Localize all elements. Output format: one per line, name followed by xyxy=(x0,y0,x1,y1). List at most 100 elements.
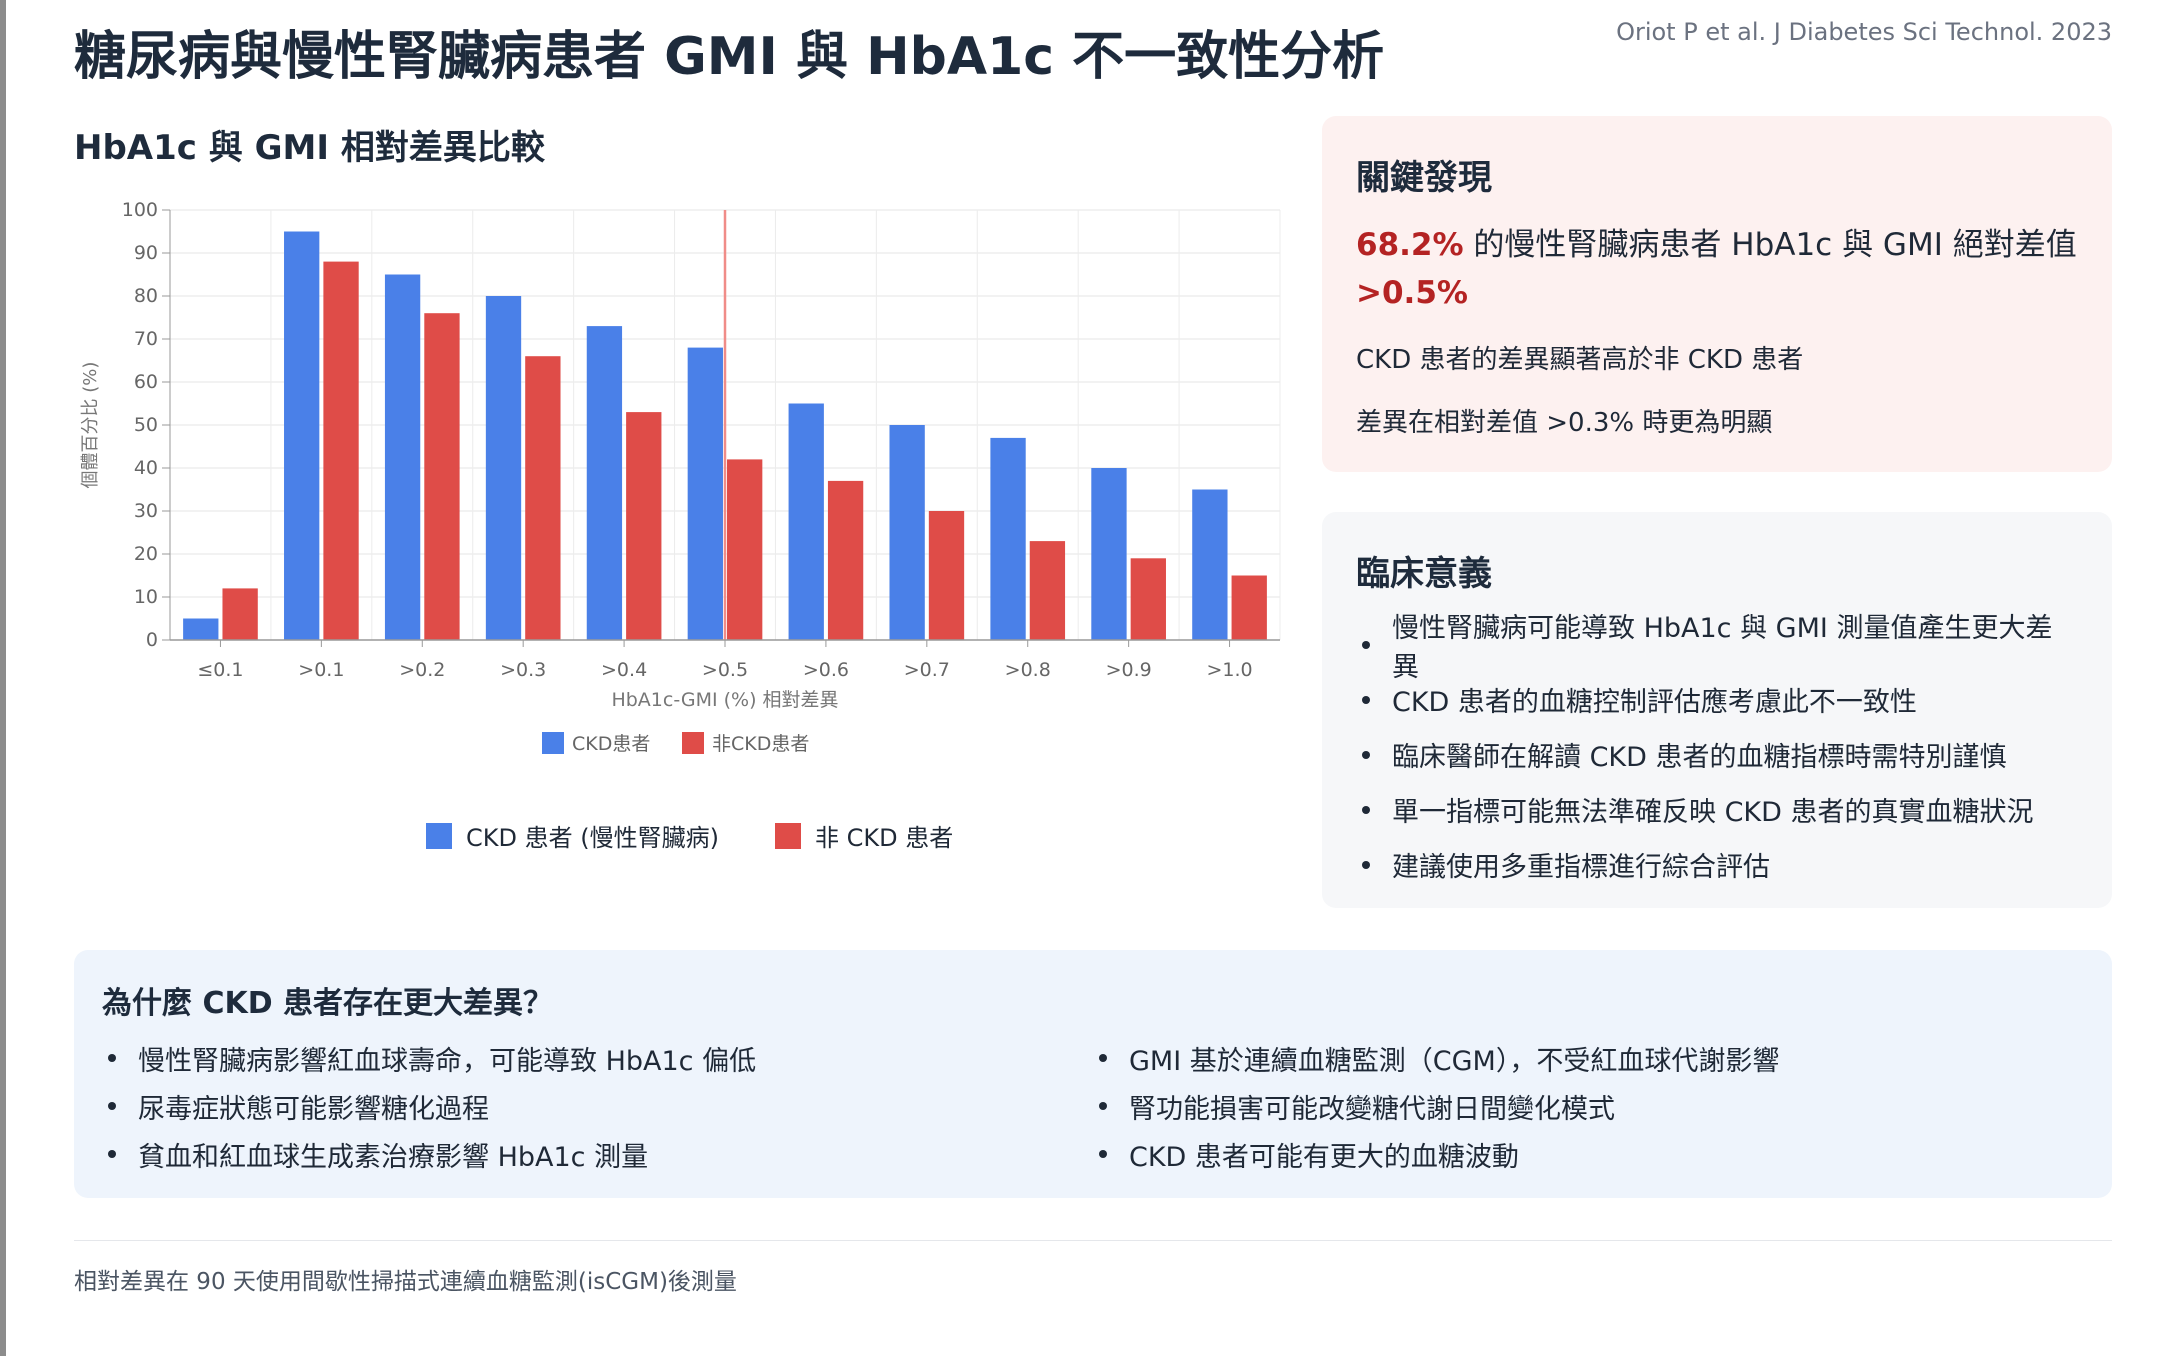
finding-line-2: 差異在相對差值 >0.3% 時更為明顯 xyxy=(1356,408,1773,438)
footer-note: 相對差異在 90 天使用間歇性掃描式連續血糖監測(isCGM)後測量 xyxy=(74,1269,737,1295)
key-findings-title: 關鍵發現 xyxy=(1356,158,1492,198)
highlight-text: 的慢性腎臟病患者 HbA1c 與 GMI 絕對差值 xyxy=(1463,227,2077,263)
page-title: 糖尿病與慢性腎臟病患者 GMI 與 HbA1c 不一致性分析 xyxy=(74,27,1385,87)
bar-non-ckd xyxy=(323,261,359,640)
bar-non-ckd xyxy=(525,356,561,640)
clinical-list: 慢性腎臟病可能導致 HbA1c 與 GMI 測量值產生更大差異 CKD 患者的血… xyxy=(1356,613,2078,892)
bullet-icon xyxy=(1362,860,1370,869)
bullet-icon xyxy=(108,1054,116,1062)
footer-divider xyxy=(74,1240,2112,1241)
list-item: 建議使用多重指標進行綜合評估 xyxy=(1356,837,2078,892)
chart-legend: CKD患者 非CKD患者 xyxy=(542,732,809,755)
list-item: 臨床醫師在解讀 CKD 患者的血糖指標時需特別謹慎 xyxy=(1356,727,2078,782)
bullet-icon xyxy=(1362,695,1370,704)
bar-non-ckd xyxy=(1130,558,1166,640)
list-item: CKD 患者可能有更大的血糖波動 xyxy=(1093,1130,2084,1178)
bar-ckd xyxy=(1091,468,1127,640)
list-item-text: 單一指標可能無法準確反映 CKD 患者的真實血糖狀況 xyxy=(1392,797,2034,828)
legend-label: 非CKD患者 xyxy=(712,733,809,755)
key-finding-highlight: 68.2% 的慢性腎臟病患者 HbA1c 與 GMI 絕對差值 >0.5% xyxy=(1356,221,2078,317)
list-item-text: 臨床醫師在解讀 CKD 患者的血糖指標時需特別謹慎 xyxy=(1392,742,2007,773)
x-tick-label: >0.2 xyxy=(399,659,445,681)
x-tick-label: >0.9 xyxy=(1106,659,1152,681)
legend-label-non-ckd: 非 CKD 患者 xyxy=(814,824,954,852)
y-tick-label: 50 xyxy=(134,414,158,436)
bar-non-ckd xyxy=(222,588,258,640)
y-tick-label: 40 xyxy=(134,457,158,479)
bullet-icon xyxy=(1362,750,1370,759)
finding-line-1: CKD 患者的差異顯著高於非 CKD 患者 xyxy=(1356,345,1804,375)
bar-non-ckd xyxy=(827,480,864,640)
why-list-right: GMI 基於連續血糖監測（CGM），不受紅血球代謝影響 腎功能損害可能改變糖代謝… xyxy=(1093,1034,2084,1178)
x-tick-label: >0.8 xyxy=(1005,659,1051,681)
bar-non-ckd xyxy=(424,313,460,640)
bar-ckd xyxy=(788,403,824,640)
bar-non-ckd xyxy=(1231,575,1267,640)
bar-ckd xyxy=(384,274,421,640)
list-item-text: CKD 患者可能有更大的血糖波動 xyxy=(1129,1141,1519,1173)
x-axis-label: HbA1c-GMI (%) 相對差異 xyxy=(611,689,838,711)
legend-secondary: CKD 患者 (慢性腎臟病) 非 CKD 患者 xyxy=(426,818,1009,853)
chart-axes: 0 10 20 30 40 50 60 70 80 90 100 ≤0.1 >0.1 >0.2 >0.3 >0… xyxy=(122,199,1280,681)
list-item-text: 慢性腎臟病可能導致 HbA1c 與 GMI 測量值產生更大差異 xyxy=(1392,612,2053,683)
x-tick-label: ≤0.1 xyxy=(197,659,243,681)
list-item: CKD 患者的血糖控制評估應考慮此不一致性 xyxy=(1356,672,2078,727)
y-tick-label: 100 xyxy=(122,199,158,221)
bar-ckd xyxy=(586,326,623,640)
clinical-significance-card: 臨床意義 慢性腎臟病可能導致 HbA1c 與 GMI 測量值產生更大差異 CKD… xyxy=(1322,512,2112,908)
bullet-icon xyxy=(1099,1054,1107,1062)
bar-ckd xyxy=(687,347,723,640)
bullet-icon xyxy=(1362,640,1370,649)
x-tick-label: >0.1 xyxy=(298,659,344,681)
why-columns: 慢性腎臟病影響紅血球壽命，可能導致 HbA1c 偏低 尿毒症狀態可能影響糖化過程… xyxy=(102,1034,2084,1178)
legend-swatch xyxy=(682,732,704,754)
bar-chart: 0 10 20 30 40 50 60 70 80 90 100 ≤0.1 >0.1 >0.2 >0.3 >0… xyxy=(80,199,1281,755)
highlight-threshold: >0.5% xyxy=(1356,275,1468,311)
highlight-percentage: 68.2% xyxy=(1356,227,1464,263)
window-edge xyxy=(0,0,6,1356)
bar-non-ckd xyxy=(626,412,662,640)
why-column-right: GMI 基於連續血糖監測（CGM），不受紅血球代謝影響 腎功能損害可能改變糖代謝… xyxy=(1093,1034,2084,1178)
y-tick-label: 0 xyxy=(146,629,158,651)
legend-item-non-ckd: 非 CKD 患者 xyxy=(774,818,954,853)
list-item-text: 慢性腎臟病影響紅血球壽命，可能導致 HbA1c 偏低 xyxy=(138,1045,757,1077)
legend-swatch-non-ckd xyxy=(774,822,801,849)
bar-ckd xyxy=(1192,489,1228,640)
list-item: 單一指標可能無法準確反映 CKD 患者的真實血糖狀況 xyxy=(1356,782,2078,837)
y-tick-label: 70 xyxy=(134,328,158,350)
legend-swatch xyxy=(542,732,564,754)
bullet-icon xyxy=(1099,1150,1107,1158)
bar-ckd xyxy=(889,425,925,640)
legend-label-ckd: CKD 患者 (慢性腎臟病) xyxy=(466,824,719,852)
why-list-left: 慢性腎臟病影響紅血球壽命，可能導致 HbA1c 偏低 尿毒症狀態可能影響糖化過程… xyxy=(102,1034,1093,1178)
y-tick-label: 20 xyxy=(134,543,158,565)
list-item: 慢性腎臟病可能導致 HbA1c 與 GMI 測量值產生更大差異 xyxy=(1356,613,2078,683)
list-item-text: CKD 患者的血糖控制評估應考慮此不一致性 xyxy=(1392,687,1917,718)
list-item-text: GMI 基於連續血糖監測（CGM），不受紅血球代謝影響 xyxy=(1129,1045,1780,1077)
citation: Oriot P et al. J Diabetes Sci Technol. 2… xyxy=(1616,18,2112,46)
chart-section-title: HbA1c 與 GMI 相對差異比較 xyxy=(74,128,545,168)
bullet-icon xyxy=(1099,1102,1107,1110)
why-title: 為什麼 CKD 患者存在更大差異？ xyxy=(102,986,554,1021)
bar-non-ckd xyxy=(727,459,763,640)
x-tick-label: >0.4 xyxy=(601,659,647,681)
list-item-text: 貧血和紅血球生成素治療影響 HbA1c 測量 xyxy=(138,1141,649,1173)
bar-ckd xyxy=(284,231,320,640)
y-tick-label: 10 xyxy=(134,586,158,608)
list-item-text: 尿毒症狀態可能影響糖化過程 xyxy=(138,1093,489,1125)
bullet-icon xyxy=(108,1150,116,1158)
list-item-text: 腎功能損害可能改變糖代謝日間變化模式 xyxy=(1129,1093,1615,1125)
x-tick-label: >0.7 xyxy=(904,659,950,681)
legend-label: CKD患者 xyxy=(572,733,650,755)
y-tick-label: 90 xyxy=(134,242,158,264)
bar-non-ckd xyxy=(928,511,965,640)
list-item-text: 建議使用多重指標進行綜合評估 xyxy=(1392,852,1770,883)
list-item: 腎功能損害可能改變糖代謝日間變化模式 xyxy=(1093,1082,2084,1130)
clinical-title: 臨床意義 xyxy=(1356,554,1492,594)
y-tick-label: 80 xyxy=(134,285,158,307)
why-difference-card: 為什麼 CKD 患者存在更大差異？ 慢性腎臟病影響紅血球壽命，可能導致 HbA1… xyxy=(74,950,2112,1198)
list-item: 尿毒症狀態可能影響糖化過程 xyxy=(102,1082,1093,1130)
legend-swatch-ckd xyxy=(426,822,452,849)
y-tick-label: 30 xyxy=(134,500,158,522)
why-column-left: 慢性腎臟病影響紅血球壽命，可能導致 HbA1c 偏低 尿毒症狀態可能影響糖化過程… xyxy=(102,1034,1093,1178)
